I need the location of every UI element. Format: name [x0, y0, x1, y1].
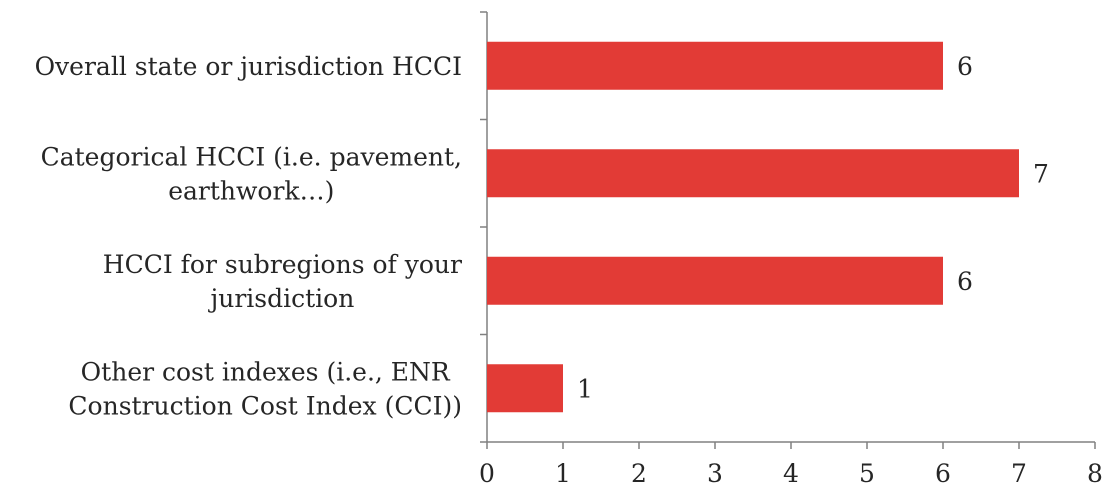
bar	[487, 149, 1019, 198]
category-label: Overall state or jurisdiction HCCI	[35, 52, 462, 81]
x-tick-label: 8	[1087, 459, 1103, 488]
x-axis-ticks: 0 1 2 3 4 5 6 7 8	[479, 442, 1103, 488]
x-tick-label: 6	[935, 459, 951, 488]
x-tick-label: 4	[783, 459, 799, 488]
bar	[487, 364, 563, 413]
category-label: Categorical HCCI (i.e. pavement, earthwor…	[41, 142, 462, 205]
data-label: 6	[957, 267, 973, 296]
bar	[487, 41, 943, 90]
data-label: 6	[957, 52, 973, 81]
x-tick-label: 2	[631, 459, 647, 488]
data-label: 7	[1033, 159, 1049, 188]
data-label: 1	[577, 374, 593, 403]
bars	[487, 41, 1019, 413]
x-tick-label: 3	[707, 459, 723, 488]
x-tick-label: 5	[859, 459, 875, 488]
category-label: HCCI for subregions of your jurisdiction	[103, 250, 462, 313]
x-tick-label: 1	[555, 459, 571, 488]
data-labels: 6 7 6 1	[577, 52, 1049, 404]
category-labels: Overall state or jurisdiction HCCI Catego…	[35, 52, 462, 421]
bar	[487, 256, 943, 305]
category-label: Other cost indexes (i.e., ENR Constructio…	[68, 357, 462, 420]
x-tick-label: 7	[1011, 459, 1027, 488]
x-tick-label: 0	[479, 459, 495, 488]
